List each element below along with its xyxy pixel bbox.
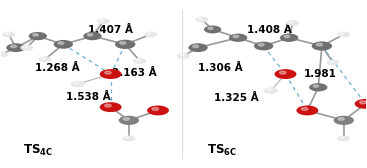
Circle shape <box>177 53 190 59</box>
Circle shape <box>105 104 111 107</box>
Text: $\mathregular{TS_{6C}}$: $\mathregular{TS_{6C}}$ <box>207 142 237 158</box>
Circle shape <box>23 46 27 48</box>
Circle shape <box>122 136 135 141</box>
Circle shape <box>316 43 323 46</box>
Circle shape <box>229 34 247 42</box>
Text: 1.306 Å: 1.306 Å <box>197 63 242 73</box>
Circle shape <box>338 118 344 120</box>
Circle shape <box>6 43 26 52</box>
Text: 2.163 Å: 2.163 Å <box>112 68 157 78</box>
Circle shape <box>264 87 278 94</box>
Circle shape <box>2 31 15 37</box>
Circle shape <box>97 18 110 24</box>
Circle shape <box>136 59 140 61</box>
Circle shape <box>105 71 111 74</box>
Circle shape <box>100 19 104 21</box>
Text: 1.325 Å: 1.325 Å <box>214 93 259 103</box>
Circle shape <box>326 59 339 66</box>
Circle shape <box>11 45 17 48</box>
Circle shape <box>309 83 327 91</box>
Circle shape <box>54 40 73 49</box>
Circle shape <box>120 41 126 44</box>
Circle shape <box>5 33 9 34</box>
Circle shape <box>340 33 344 34</box>
Text: 1.538 Å: 1.538 Å <box>66 92 111 102</box>
Circle shape <box>254 42 273 50</box>
Circle shape <box>258 43 264 46</box>
Circle shape <box>337 136 350 141</box>
Circle shape <box>280 34 298 42</box>
Circle shape <box>301 108 308 110</box>
Circle shape <box>119 116 139 125</box>
Circle shape <box>355 99 367 109</box>
Circle shape <box>188 43 208 52</box>
Circle shape <box>0 52 2 54</box>
Circle shape <box>100 102 121 112</box>
Circle shape <box>329 61 333 62</box>
Circle shape <box>41 57 46 59</box>
Circle shape <box>284 35 290 38</box>
Circle shape <box>340 137 344 139</box>
Text: 1.268 Å: 1.268 Å <box>36 62 80 73</box>
Circle shape <box>312 41 332 51</box>
Circle shape <box>83 32 102 40</box>
Circle shape <box>334 116 354 125</box>
Circle shape <box>267 89 271 91</box>
Circle shape <box>147 106 169 115</box>
Circle shape <box>208 27 213 29</box>
Circle shape <box>29 32 47 40</box>
Circle shape <box>286 20 299 26</box>
Circle shape <box>280 71 286 74</box>
Circle shape <box>144 31 157 37</box>
Circle shape <box>33 34 38 36</box>
Text: 1.981: 1.981 <box>304 69 337 79</box>
Circle shape <box>87 34 93 36</box>
Circle shape <box>195 17 208 23</box>
Circle shape <box>20 45 33 51</box>
Circle shape <box>100 69 121 79</box>
Circle shape <box>147 33 151 34</box>
Circle shape <box>337 31 350 37</box>
Circle shape <box>313 85 319 87</box>
Text: 1.408 Å: 1.408 Å <box>247 24 291 34</box>
Circle shape <box>297 106 318 115</box>
Circle shape <box>233 35 239 38</box>
Circle shape <box>0 51 8 57</box>
Circle shape <box>39 56 52 62</box>
Circle shape <box>204 26 221 33</box>
Circle shape <box>125 137 129 139</box>
Circle shape <box>133 58 146 64</box>
Circle shape <box>289 21 293 23</box>
Text: 1.407 Å: 1.407 Å <box>88 24 133 34</box>
Circle shape <box>152 108 159 110</box>
Circle shape <box>360 101 366 104</box>
Circle shape <box>74 82 78 84</box>
Circle shape <box>71 81 85 87</box>
Circle shape <box>180 54 184 56</box>
Circle shape <box>115 40 135 49</box>
Circle shape <box>198 18 202 19</box>
Circle shape <box>123 118 130 120</box>
Circle shape <box>193 45 199 48</box>
Circle shape <box>58 42 64 44</box>
Text: $\mathregular{TS_{4C}}$: $\mathregular{TS_{4C}}$ <box>23 142 53 158</box>
Circle shape <box>275 69 297 79</box>
